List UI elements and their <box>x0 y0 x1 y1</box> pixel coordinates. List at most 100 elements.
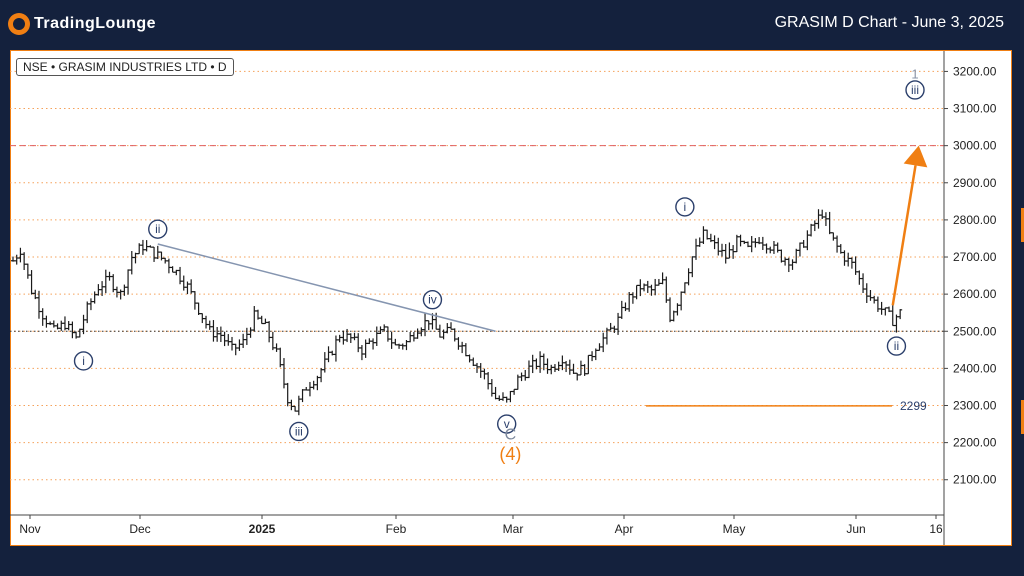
ohlc-bar <box>545 358 550 374</box>
ohlc-bar <box>723 244 728 264</box>
ohlc-bar <box>36 290 41 319</box>
x-tick-label: Dec <box>129 522 150 536</box>
ohlc-bar <box>204 315 209 329</box>
ohlc-bar <box>452 328 457 342</box>
ohlc-bar <box>341 330 346 345</box>
ohlc-bar <box>237 339 242 351</box>
ohlc-bar <box>757 237 762 245</box>
ohlc-bar <box>690 256 695 278</box>
ohlc-bar <box>835 235 840 253</box>
annotations <box>157 145 928 332</box>
ohlc-bar <box>55 323 60 330</box>
ohlc-bar <box>749 236 754 253</box>
ohlc-bar <box>415 328 420 339</box>
ohlc-bar <box>460 341 465 354</box>
ohlc-bar <box>515 374 520 390</box>
wave-label-circle <box>73 351 94 371</box>
ohlc-bar <box>289 399 294 411</box>
ohlc-bar <box>155 245 160 260</box>
ohlc-bar <box>218 326 223 343</box>
ohlc-bar <box>512 388 517 395</box>
ohlc-bar <box>267 321 272 343</box>
ohlc-bar <box>898 309 903 320</box>
wave-label-ii: ii <box>886 336 907 356</box>
ohlc-bar <box>44 315 49 328</box>
ohlc-bar <box>252 306 257 332</box>
ohlc-bar <box>133 252 138 264</box>
ohlc-bar <box>103 269 108 294</box>
ohlc-bar <box>838 244 843 254</box>
ohlc-bar <box>300 389 305 403</box>
ohlc-bar <box>263 318 268 325</box>
ohlc-bar <box>471 357 476 367</box>
ohlc-bar <box>233 343 238 356</box>
y-tick-label: 3000.00 <box>953 139 997 153</box>
ohlc-bar <box>575 372 580 381</box>
x-tick-label: Apr <box>615 522 634 536</box>
ohlc-bar <box>779 249 784 263</box>
wave-label-text: iv <box>428 293 437 307</box>
ohlc-bar <box>352 332 357 341</box>
side-accent-upper <box>1021 208 1024 242</box>
ohlc-bar <box>809 223 814 237</box>
ohlc-bar <box>801 239 806 248</box>
ohlc-bar <box>411 332 416 342</box>
ohlc-bar <box>315 375 320 391</box>
x-tick-label: May <box>723 522 746 536</box>
ohlc-bar <box>616 312 621 335</box>
ohlc-bar <box>604 327 609 345</box>
ohlc-bar <box>879 301 884 315</box>
x-tick-label: 16 <box>929 522 943 536</box>
ohlc-bar <box>144 240 149 252</box>
ohlc-bar <box>478 363 483 378</box>
ohlc-bar <box>853 256 858 275</box>
ohlc-bar <box>166 258 171 274</box>
ohlc-bar <box>619 300 624 319</box>
ohlc-bar <box>623 302 628 312</box>
wave-label-orange: (4) <box>499 444 521 464</box>
ohlc-bar <box>571 363 576 374</box>
ohlc-bar <box>326 346 331 363</box>
x-tick-label: Nov <box>19 522 40 536</box>
ohlc-bar <box>307 381 312 397</box>
ohlc-bar <box>820 209 825 219</box>
ohlc-bar <box>181 275 186 291</box>
ohlc-bar <box>764 243 769 254</box>
ohlc-bar <box>742 240 747 245</box>
wave-label-iii: iii <box>289 421 309 442</box>
ohlc-bar <box>62 316 67 331</box>
ohlc-bar <box>719 243 724 257</box>
ohlc-bar <box>363 339 368 358</box>
ohlc-bar <box>426 320 431 331</box>
ohlc-bar <box>760 236 765 250</box>
ohlc-bar <box>296 395 301 416</box>
ohlc-bar <box>400 343 405 350</box>
ohlc-bar <box>189 279 194 294</box>
ohlc-bar <box>508 390 513 403</box>
x-tick-label: 2025 <box>249 522 276 536</box>
ohlc-bar <box>493 386 498 400</box>
ohlc-bar <box>608 322 613 331</box>
ohlc-bar <box>200 313 205 324</box>
ohlc-bar <box>393 338 398 346</box>
ohlc-bar <box>475 362 479 373</box>
ohlc-bar <box>270 331 275 351</box>
ohlc-bar <box>81 314 86 335</box>
chart-panel[interactable] <box>10 50 1012 546</box>
ohlc-bar <box>586 354 591 375</box>
ohlc-bar <box>857 270 862 285</box>
ohlc-bar <box>215 327 220 342</box>
ohlc-bar <box>14 254 19 265</box>
ohlc-bar <box>534 358 539 370</box>
ohlc-bar <box>159 251 164 261</box>
ohlc-bar <box>423 313 428 337</box>
ohlc-bar <box>293 405 298 412</box>
ohlc-bar <box>812 220 817 232</box>
ohlc-bar <box>25 263 30 279</box>
y-axis: 2100.00 2200.00 2300.00 2400.00 2500.00 2600.… <box>943 51 997 545</box>
ohlc-bar <box>449 322 454 330</box>
ohlc-bar <box>22 252 27 270</box>
wave-label-text: i <box>82 354 85 368</box>
